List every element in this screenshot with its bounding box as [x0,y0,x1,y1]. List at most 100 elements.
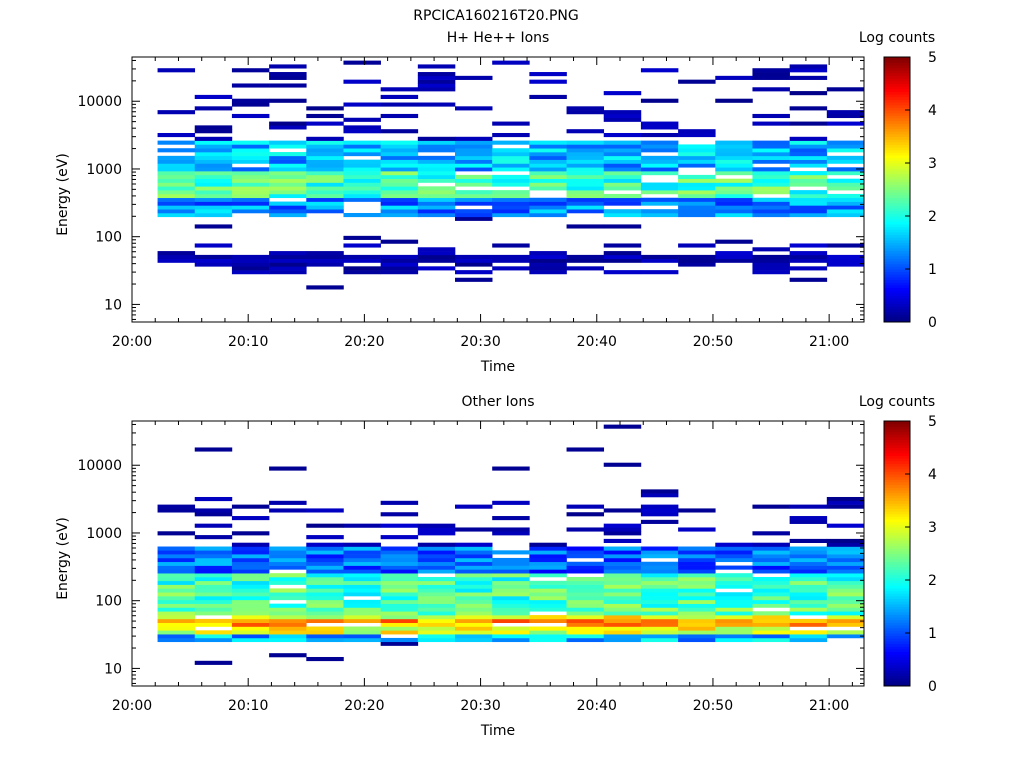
heatmap-cell [752,569,790,574]
heatmap-cell [194,554,233,559]
heatmap-cell [492,163,530,168]
heatmap-cell [343,182,381,187]
heatmap-cell [826,580,865,585]
heatmap-cell [417,247,456,252]
heatmap-cell [566,209,605,214]
heatmap-cell [715,186,753,191]
heatmap-cell [380,144,419,149]
heatmap-cell [715,596,753,601]
colorbar-segment [884,125,910,130]
heatmap-cell [789,68,828,73]
y-tick-label: 1000 [86,162,122,178]
heatmap-cell [194,186,233,191]
heatmap-cell [752,561,790,566]
heatmap-cell [566,607,605,612]
heatmap-cell [455,159,493,164]
heatmap-cell [603,531,642,536]
colorbar-segment [884,192,910,196]
heatmap-cell [752,611,790,616]
heatmap-cell [715,557,753,563]
heatmap-cell [269,83,307,88]
heatmap-cell [306,618,344,624]
heatmap-cell [640,596,679,601]
heatmap-cell [789,607,828,612]
heatmap-cell [231,618,270,624]
heatmap-cell [640,637,679,643]
heatmap-cell [752,167,790,172]
heatmap-cell [678,193,716,199]
heatmap-cell [194,603,233,608]
heatmap-cell [194,557,233,563]
colorbar-segment [884,606,910,610]
heatmap-cell [529,561,567,566]
heatmap-cell [194,212,233,218]
heatmap-cell [603,607,642,612]
heatmap-cell [826,212,865,218]
heatmap-cell [231,266,270,271]
colorbar-segment [884,300,910,304]
heatmap-cell [380,129,419,134]
heatmap-cell [343,148,381,153]
heatmap-cell [603,182,642,187]
heatmap-cell [157,251,196,256]
heatmap-cell [380,155,419,160]
colorbar-segment [884,107,910,111]
heatmap-cell [640,163,679,168]
heatmap-cell [826,167,865,172]
heatmap-cell [826,569,865,574]
heatmap-cell [640,489,679,494]
heatmap-cell [826,554,865,559]
heatmap-cell [157,205,196,210]
colorbar-segment [884,516,910,520]
heatmap-cell [380,190,419,195]
heatmap-cell [715,239,753,244]
heatmap-cell [306,190,344,195]
heatmap-cell [715,618,753,624]
heatmap-cell [455,174,493,180]
heatmap-cell [194,136,233,141]
x-tick-label: 20:30 [460,698,500,714]
heatmap-cell [231,190,270,195]
heatmap-cell [603,611,642,616]
heatmap-cell [566,224,605,229]
heatmap-cell [455,197,493,202]
heatmap-cell [194,599,233,604]
heatmap-cell [789,182,828,187]
heatmap-cell [566,106,605,111]
heatmap-cell [789,91,828,96]
heatmap-cell [529,626,567,631]
heatmap-cell [789,630,828,635]
heatmap-cell [157,163,196,168]
heatmap-cell [492,60,530,65]
colorbar-label: Log counts [859,394,935,410]
heatmap-cell [380,178,419,183]
heatmap-cell [603,224,642,229]
heatmap-cell [269,637,307,643]
colorbar-segment [884,279,910,283]
heatmap-cell [194,209,233,214]
heatmap-cell [826,243,865,248]
heatmap-cell [157,634,196,639]
heatmap-cell [492,618,530,624]
heatmap-cell [715,178,753,183]
heatmap-cell [752,592,790,597]
heatmap-cell [752,148,790,153]
heatmap-cell [603,546,642,551]
heatmap-cell [826,186,865,191]
heatmap-cell [343,152,381,157]
heatmap-cell [417,178,456,183]
heatmap-cell [306,584,344,589]
heatmap-cell [157,573,196,578]
heatmap-cell [455,618,493,624]
heatmap-cell [566,599,605,604]
heatmap-cell [380,580,419,585]
heatmap-cell [417,136,456,141]
heatmap-cell [529,205,567,210]
heatmap-cell [603,186,642,191]
heatmap-cell [455,592,493,597]
heatmap-cell [157,569,196,574]
heatmap-cell [380,592,419,597]
heatmap-cell [678,182,716,187]
heatmap-cell [455,634,493,639]
heatmap-cell [417,523,456,528]
